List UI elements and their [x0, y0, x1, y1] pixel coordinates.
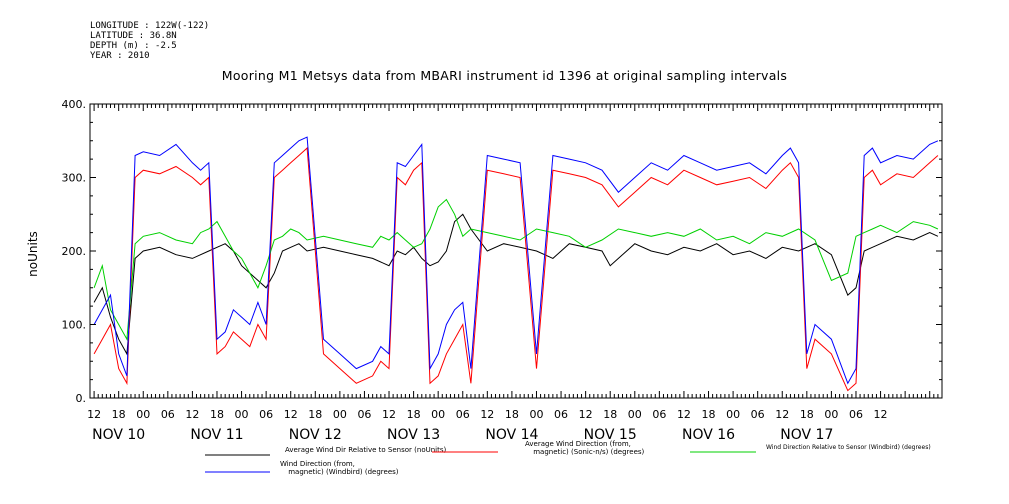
series-line-1: [93, 147, 939, 392]
legend-label-2: Wind Direction Relative to Sensor (Windb…: [766, 444, 931, 451]
x-hour-label: 00: [431, 408, 445, 421]
plot-frame: [89, 103, 943, 399]
y-tick-label: 100.: [62, 319, 87, 332]
y-tick-label: 0.: [76, 392, 87, 405]
x-hour-label: 18: [702, 408, 716, 421]
x-hour-label: 06: [357, 408, 371, 421]
x-day-label: NOV 15: [584, 427, 637, 443]
legend-label-line: Wind Direction (from,: [280, 460, 355, 468]
x-hour-label: 00: [529, 408, 543, 421]
y-tick-label: 300.: [62, 172, 87, 185]
x-hour-label: 18: [112, 408, 126, 421]
y-tick-label: 400.: [62, 98, 87, 111]
x-hour-label: 00: [628, 408, 642, 421]
legend-label-1: Average Wind Direction (from, magnetic) …: [525, 440, 645, 456]
x-hour-label: 18: [800, 408, 814, 421]
depth-text: DEPTH (m) : -2.5: [90, 41, 177, 51]
x-hour-label: 06: [652, 408, 666, 421]
legend-label-line: Average Wind Dir Relative to Sensor (noU…: [285, 446, 446, 454]
y-tick-label: 200.: [62, 245, 87, 258]
x-day-label: NOV 14: [485, 427, 538, 443]
x-hour-label: 00: [136, 408, 150, 421]
year-text: YEAR : 2010: [90, 51, 150, 61]
x-hour-label: 18: [505, 408, 519, 421]
series-line-3: [93, 136, 939, 385]
legend-label-line: Average Wind Direction (from,: [525, 440, 631, 448]
x-day-label: NOV 16: [682, 427, 735, 443]
x-hour-label: 18: [308, 408, 322, 421]
x-day-label: NOV 10: [92, 427, 145, 443]
x-hour-label: 12: [284, 408, 298, 421]
x-day-label: NOV 11: [190, 427, 243, 443]
chart-title: Mooring M1 Metsys data from MBARI instru…: [221, 68, 788, 83]
x-hour-label: 00: [235, 408, 249, 421]
legend-label-3: Wind Direction (from, magnetic) (Windbir…: [280, 460, 399, 476]
metadata-block: LONGITUDE : 122W(-122) LATITUDE : 36.8N …: [90, 21, 209, 61]
series-line-2: [93, 198, 939, 341]
x-hour-label: 12: [480, 408, 494, 421]
x-hour-label: 12: [677, 408, 691, 421]
x-day-label: NOV 17: [780, 427, 833, 443]
x-hour-label: 06: [259, 408, 273, 421]
x-hour-label: 06: [456, 408, 470, 421]
x-hour-label: 06: [161, 408, 175, 421]
x-hour-label: 12: [579, 408, 593, 421]
legend-label-line: magnetic) (Sonic-n/s) (degrees): [531, 448, 645, 456]
x-hour-label: 06: [751, 408, 765, 421]
x-hour-label: 18: [407, 408, 421, 421]
x-hour-label: 12: [382, 408, 396, 421]
x-hour-label: 00: [824, 408, 838, 421]
x-hour-label: 06: [554, 408, 568, 421]
x-hour-label: 18: [210, 408, 224, 421]
series-line-0: [93, 213, 939, 356]
legend-label-line: Wind Direction Relative to Sensor (Windb…: [766, 444, 931, 451]
x-hour-label: 06: [849, 408, 863, 421]
x-hour-label: 18: [603, 408, 617, 421]
x-day-label: NOV 13: [387, 427, 440, 443]
x-hour-label: 12: [775, 408, 789, 421]
x-hour-label: 12: [185, 408, 199, 421]
longitude-text: LONGITUDE : 122W(-122): [90, 21, 210, 31]
x-hour-label: 12: [87, 408, 101, 421]
x-hour-label: 12: [874, 408, 888, 421]
x-hour-label: 00: [333, 408, 347, 421]
latitude-text: LATITUDE : 36.8N: [90, 31, 177, 41]
legend-label-line: magnetic) (Windbird) (degrees): [286, 468, 399, 476]
legend-label-0: Average Wind Dir Relative to Sensor (noU…: [285, 446, 446, 454]
x-hour-label: 00: [726, 408, 740, 421]
x-day-label: NOV 12: [289, 427, 342, 443]
